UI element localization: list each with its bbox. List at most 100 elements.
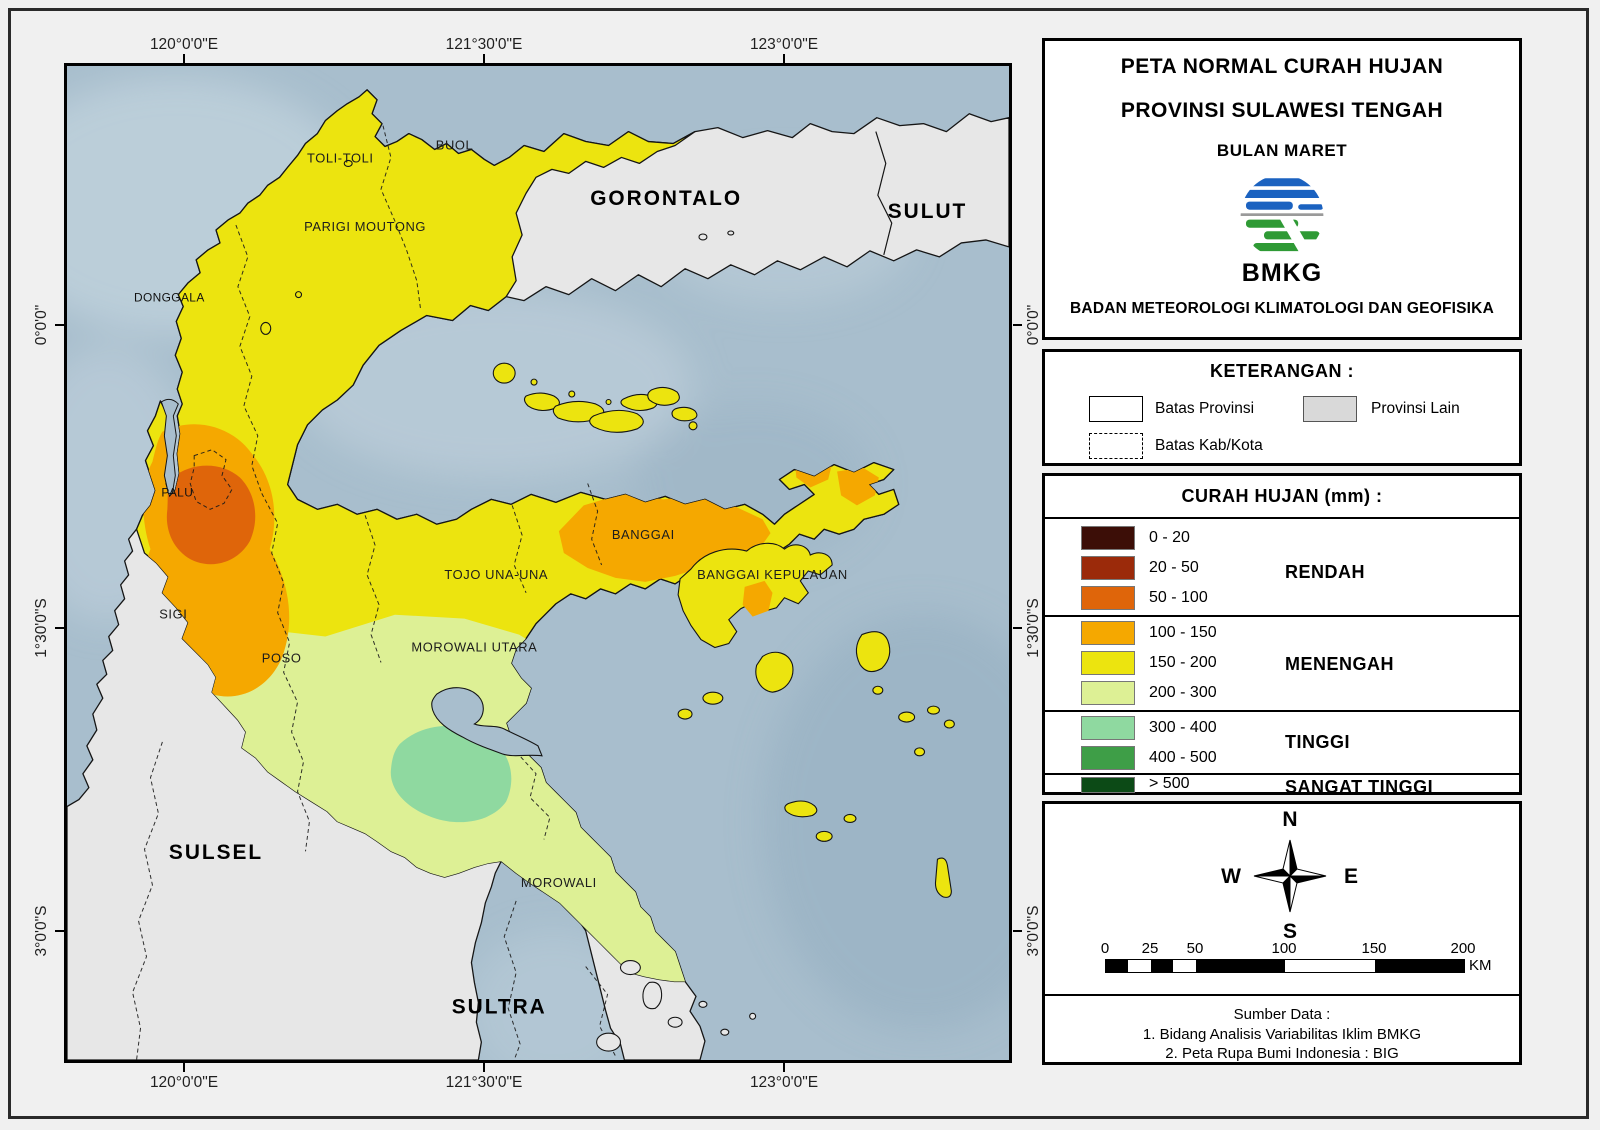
legend-divider-1: [1045, 615, 1519, 617]
lon-label-top-1: 121°30'0"E: [445, 36, 523, 53]
title-panel: PETA NORMAL CURAH HUJAN PROVINSI SULAWES…: [1042, 38, 1522, 340]
tick: [55, 930, 64, 932]
label-sulsel: SULSEL: [169, 841, 263, 864]
tick: [483, 54, 485, 63]
map-svg: TOLI-TOLI BUOL PARIGI MOUTONG GORONTALO …: [67, 66, 1009, 1060]
label-sigi: SIGI: [159, 607, 187, 622]
tick: [483, 1063, 485, 1072]
label-sulut: SULUT: [888, 200, 967, 223]
legend-range-300-400: 300 - 400: [1149, 719, 1217, 736]
agency-name: BADAN METEOROLOGI KLIMATOLOGI DAN GEOFIS…: [1070, 300, 1494, 317]
tick: [55, 627, 64, 629]
scale-200: 200: [1450, 940, 1476, 957]
legend-swatch-0-20: [1081, 526, 1135, 550]
legend-swatch-150-200: [1081, 651, 1135, 675]
source-title: Sumber Data :: [1233, 1006, 1331, 1023]
legend-swatch-500: [1081, 777, 1135, 793]
compass-n: N: [1282, 808, 1297, 831]
map-title-line3: BULAN MARET: [1216, 141, 1348, 160]
tick: [55, 324, 64, 326]
label-banggai: BANGGAI: [612, 527, 675, 542]
lat-label-left-0: 0°0'0": [33, 304, 50, 346]
legend-swatch-300-400: [1081, 716, 1135, 740]
scale-bar: [1105, 959, 1465, 973]
tick: [783, 1063, 785, 1072]
legend-range-400-500: 400 - 500: [1149, 749, 1217, 766]
lat-label-left-2: 3°0'0"S: [33, 905, 50, 957]
lat-label-left-1: 1°30'0"S: [33, 598, 50, 658]
tick: [1013, 627, 1022, 629]
lon-label-top-2: 123°0'0"E: [749, 36, 819, 53]
legend-range-500: > 500: [1149, 775, 1190, 792]
legend-range-200-300: 200 - 300: [1149, 684, 1217, 701]
label-palu: PALU: [161, 485, 193, 499]
label-banggai-kepulauan: BANGGAI KEPULAUAN: [697, 567, 848, 582]
legend-range-100-150: 100 - 150: [1149, 624, 1217, 641]
compass-w: W: [1221, 865, 1241, 888]
batas-provinsi-label: Batas Provinsi: [1155, 400, 1255, 417]
scale-25: 25: [1141, 940, 1159, 957]
compass-e: E: [1344, 865, 1358, 888]
label-tolitoli: TOLI-TOLI: [307, 150, 374, 165]
rainfall-legend-title: CURAH HUJAN (mm) :: [1045, 476, 1519, 519]
legend-divider-2: [1045, 710, 1519, 712]
label-sultra: SULTRA: [452, 995, 547, 1018]
map-title-line1: PETA NORMAL CURAH HUJAN: [1120, 55, 1444, 78]
gorontalo-sulut-border: [875, 131, 893, 256]
tick: [183, 54, 185, 63]
legend-range-0-20: 0 - 20: [1149, 529, 1190, 546]
source-line2: 2. Peta Rupa Bumi Indonesia : BIG: [1165, 1045, 1399, 1062]
tick: [1013, 324, 1022, 326]
legend-swatch-400-500: [1081, 746, 1135, 770]
palu-bay: [160, 398, 179, 494]
scale-0: 0: [1100, 940, 1110, 957]
legend-range-20-50: 20 - 50: [1149, 559, 1199, 576]
lon-label-top-0: 120°0'0"E: [149, 36, 219, 53]
morowali-bay: [431, 687, 543, 757]
legend-range-150-200: 150 - 200: [1149, 654, 1217, 671]
group-sangat-tinggi: SANGAT TINGGI: [1285, 777, 1434, 797]
label-donggala: DONGGALA: [134, 291, 205, 305]
group-tinggi: TINGGI: [1285, 732, 1350, 752]
tick: [183, 1063, 185, 1072]
compass-s: S: [1283, 920, 1297, 943]
batas-provinsi-swatch: [1089, 396, 1143, 422]
label-gorontalo: GORONTALO: [590, 187, 742, 210]
rainfall-legend-panel: CURAH HUJAN (mm) : 0 - 20 20 - 50 50 - 1…: [1042, 473, 1522, 797]
keterangan-panel: KETERANGAN : Batas Provinsi Provinsi Lai…: [1042, 349, 1522, 466]
group-rendah: RENDAH: [1285, 562, 1366, 582]
tick: [1013, 930, 1022, 932]
legend-range-50-100: 50 - 100: [1149, 589, 1208, 606]
label-parigi-moutong: PARIGI MOUTONG: [304, 219, 426, 234]
bmkg-logo: [1237, 171, 1327, 261]
lat-label-right-1: 1°30'0"S: [1025, 598, 1042, 658]
scale-50: 50: [1186, 940, 1204, 957]
legend-swatch-100-150: [1081, 621, 1135, 645]
scale-100: 100: [1271, 940, 1297, 957]
label-tojo-una-una: TOJO UNA-UNA: [444, 567, 548, 582]
lon-label-bottom-1: 121°30'0"E: [445, 1074, 523, 1091]
tick: [783, 54, 785, 63]
lon-label-bottom-2: 123°0'0"E: [749, 1074, 819, 1091]
legend-swatch-20-50: [1081, 556, 1135, 580]
zone-50-100-palu: [166, 465, 256, 565]
legend-divider-3: [1045, 773, 1519, 775]
label-morowali-utara: MOROWALI UTARA: [411, 639, 537, 654]
scale-unit: KM: [1469, 957, 1492, 974]
bmkg-logo-text: BMKG: [1241, 259, 1323, 287]
label-buol: BUOL: [436, 137, 474, 152]
map-title-line2: PROVINSI SULAWESI TENGAH: [1120, 99, 1444, 122]
compass-scale-panel: N E S W 0 25 50 100 150 200 KM Sumber Da…: [1042, 801, 1522, 1065]
lat-label-right-2: 3°0'0"S: [1025, 905, 1042, 957]
keterangan-title: KETERANGAN :: [1210, 361, 1354, 381]
lat-label-right-0: 0°0'0": [1025, 304, 1042, 346]
provinsi-lain-label: Provinsi Lain: [1371, 400, 1460, 417]
group-menengah: MENENGAH: [1285, 654, 1395, 674]
map-canvas: TOLI-TOLI BUOL PARIGI MOUTONG GORONTALO …: [64, 63, 1012, 1063]
source-line1: 1. Bidang Analisis Variabilitas Iklim BM…: [1142, 1026, 1422, 1043]
lon-label-bottom-0: 120°0'0"E: [149, 1074, 219, 1091]
map-labels: TOLI-TOLI BUOL PARIGI MOUTONG GORONTALO …: [134, 137, 967, 1018]
legend-swatch-200-300: [1081, 681, 1135, 705]
legend-swatch-50-100: [1081, 586, 1135, 610]
label-morowali: MOROWALI: [521, 875, 597, 890]
